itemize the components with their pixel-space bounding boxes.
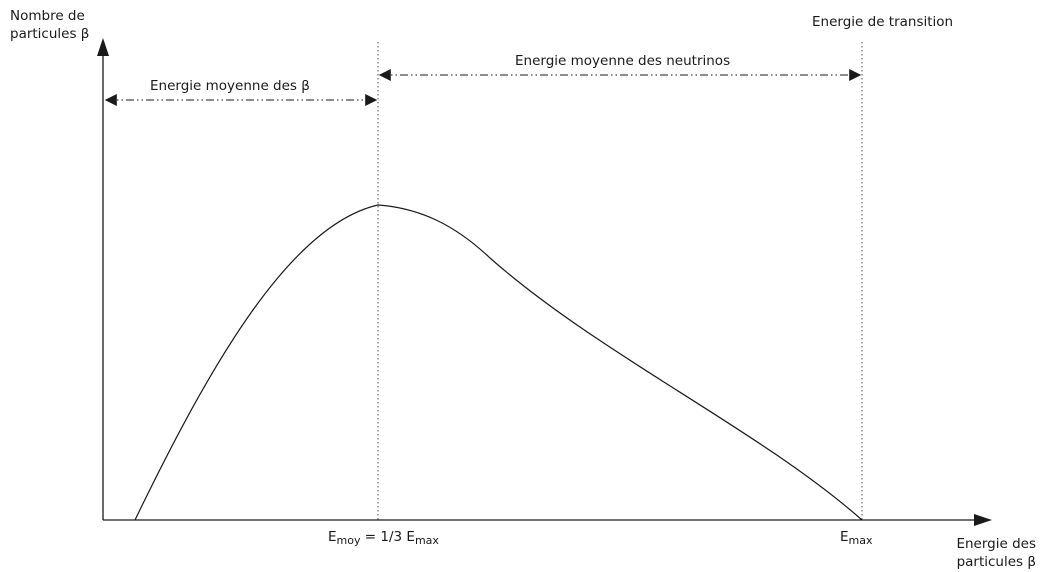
beta-mean-energy-label: Energie moyenne des β [150, 78, 310, 94]
x-axis-arrowhead [974, 514, 992, 526]
x-axis-label: Energie des particules β [956, 536, 1036, 570]
e-max-subscript-in-equation: max [414, 534, 439, 547]
e-moy-symbol: E [328, 529, 337, 545]
e-max-label: Emax [840, 528, 873, 546]
neutrino-mean-energy-label: Energie moyenne des neutrinos [515, 53, 731, 69]
e-max-symbol: E [840, 529, 849, 545]
e-max-subscript: max [848, 534, 873, 547]
transition-energy-label: Energie de transition [812, 14, 954, 30]
e-moy-equation: = 1/3 E [360, 529, 415, 545]
beta-spectrum-curve [134, 204, 863, 521]
e-moy-label: Emoy = 1/3 Emax [328, 528, 439, 546]
y-axis-arrowhead [97, 38, 109, 56]
y-axis-label: Nombre de particules β [10, 8, 90, 42]
e-moy-subscript: moy [336, 534, 361, 547]
